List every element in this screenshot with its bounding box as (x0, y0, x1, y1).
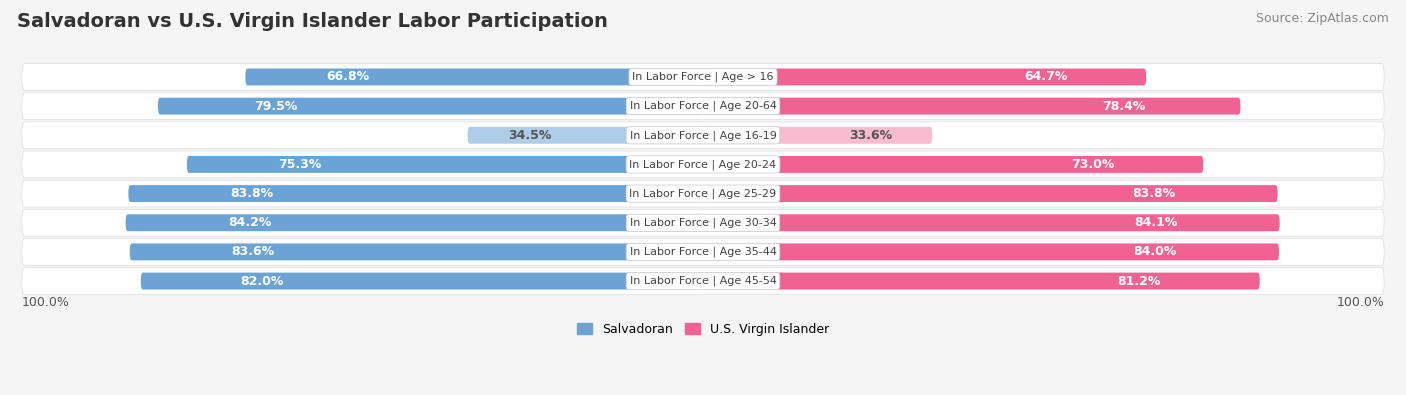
FancyBboxPatch shape (703, 273, 1260, 290)
FancyBboxPatch shape (245, 68, 703, 85)
Text: 78.4%: 78.4% (1102, 100, 1146, 113)
Text: 81.2%: 81.2% (1118, 275, 1161, 288)
Text: 79.5%: 79.5% (254, 100, 298, 113)
FancyBboxPatch shape (22, 268, 1384, 294)
FancyBboxPatch shape (703, 156, 1204, 173)
Text: 83.8%: 83.8% (1133, 187, 1175, 200)
Text: In Labor Force | Age 20-24: In Labor Force | Age 20-24 (630, 159, 776, 170)
Text: In Labor Force | Age 16-19: In Labor Force | Age 16-19 (630, 130, 776, 141)
Text: Salvadoran vs U.S. Virgin Islander Labor Participation: Salvadoran vs U.S. Virgin Islander Labor… (17, 12, 607, 31)
FancyBboxPatch shape (703, 98, 1240, 115)
FancyBboxPatch shape (128, 185, 703, 202)
Text: In Labor Force | Age 20-64: In Labor Force | Age 20-64 (630, 101, 776, 111)
FancyBboxPatch shape (22, 209, 1384, 236)
FancyBboxPatch shape (125, 214, 703, 231)
Text: In Labor Force | Age 45-54: In Labor Force | Age 45-54 (630, 276, 776, 286)
Text: 100.0%: 100.0% (22, 295, 70, 308)
Text: 64.7%: 64.7% (1025, 70, 1069, 83)
Text: 84.1%: 84.1% (1135, 216, 1177, 229)
FancyBboxPatch shape (703, 68, 1146, 85)
FancyBboxPatch shape (22, 122, 1384, 149)
Text: 100.0%: 100.0% (1336, 295, 1384, 308)
FancyBboxPatch shape (129, 243, 703, 260)
Text: 34.5%: 34.5% (509, 129, 551, 142)
FancyBboxPatch shape (157, 98, 703, 115)
Text: Source: ZipAtlas.com: Source: ZipAtlas.com (1256, 12, 1389, 25)
Text: 82.0%: 82.0% (240, 275, 284, 288)
FancyBboxPatch shape (703, 214, 1279, 231)
Text: 84.0%: 84.0% (1133, 245, 1177, 258)
FancyBboxPatch shape (22, 93, 1384, 120)
Text: 83.6%: 83.6% (232, 245, 274, 258)
FancyBboxPatch shape (22, 180, 1384, 207)
FancyBboxPatch shape (703, 243, 1279, 260)
FancyBboxPatch shape (468, 127, 703, 144)
FancyBboxPatch shape (703, 185, 1278, 202)
Text: In Labor Force | Age 25-29: In Labor Force | Age 25-29 (630, 188, 776, 199)
Legend: Salvadoran, U.S. Virgin Islander: Salvadoran, U.S. Virgin Islander (572, 318, 834, 341)
Text: 73.0%: 73.0% (1071, 158, 1115, 171)
FancyBboxPatch shape (141, 273, 703, 290)
FancyBboxPatch shape (22, 151, 1384, 178)
FancyBboxPatch shape (703, 127, 932, 144)
Text: In Labor Force | Age > 16: In Labor Force | Age > 16 (633, 72, 773, 82)
Text: 66.8%: 66.8% (326, 70, 370, 83)
FancyBboxPatch shape (22, 64, 1384, 90)
FancyBboxPatch shape (187, 156, 703, 173)
Text: 84.2%: 84.2% (228, 216, 271, 229)
Text: 83.8%: 83.8% (231, 187, 273, 200)
Text: 75.3%: 75.3% (278, 158, 322, 171)
Text: 33.6%: 33.6% (849, 129, 893, 142)
Text: In Labor Force | Age 35-44: In Labor Force | Age 35-44 (630, 246, 776, 257)
Text: In Labor Force | Age 30-34: In Labor Force | Age 30-34 (630, 218, 776, 228)
FancyBboxPatch shape (22, 239, 1384, 265)
